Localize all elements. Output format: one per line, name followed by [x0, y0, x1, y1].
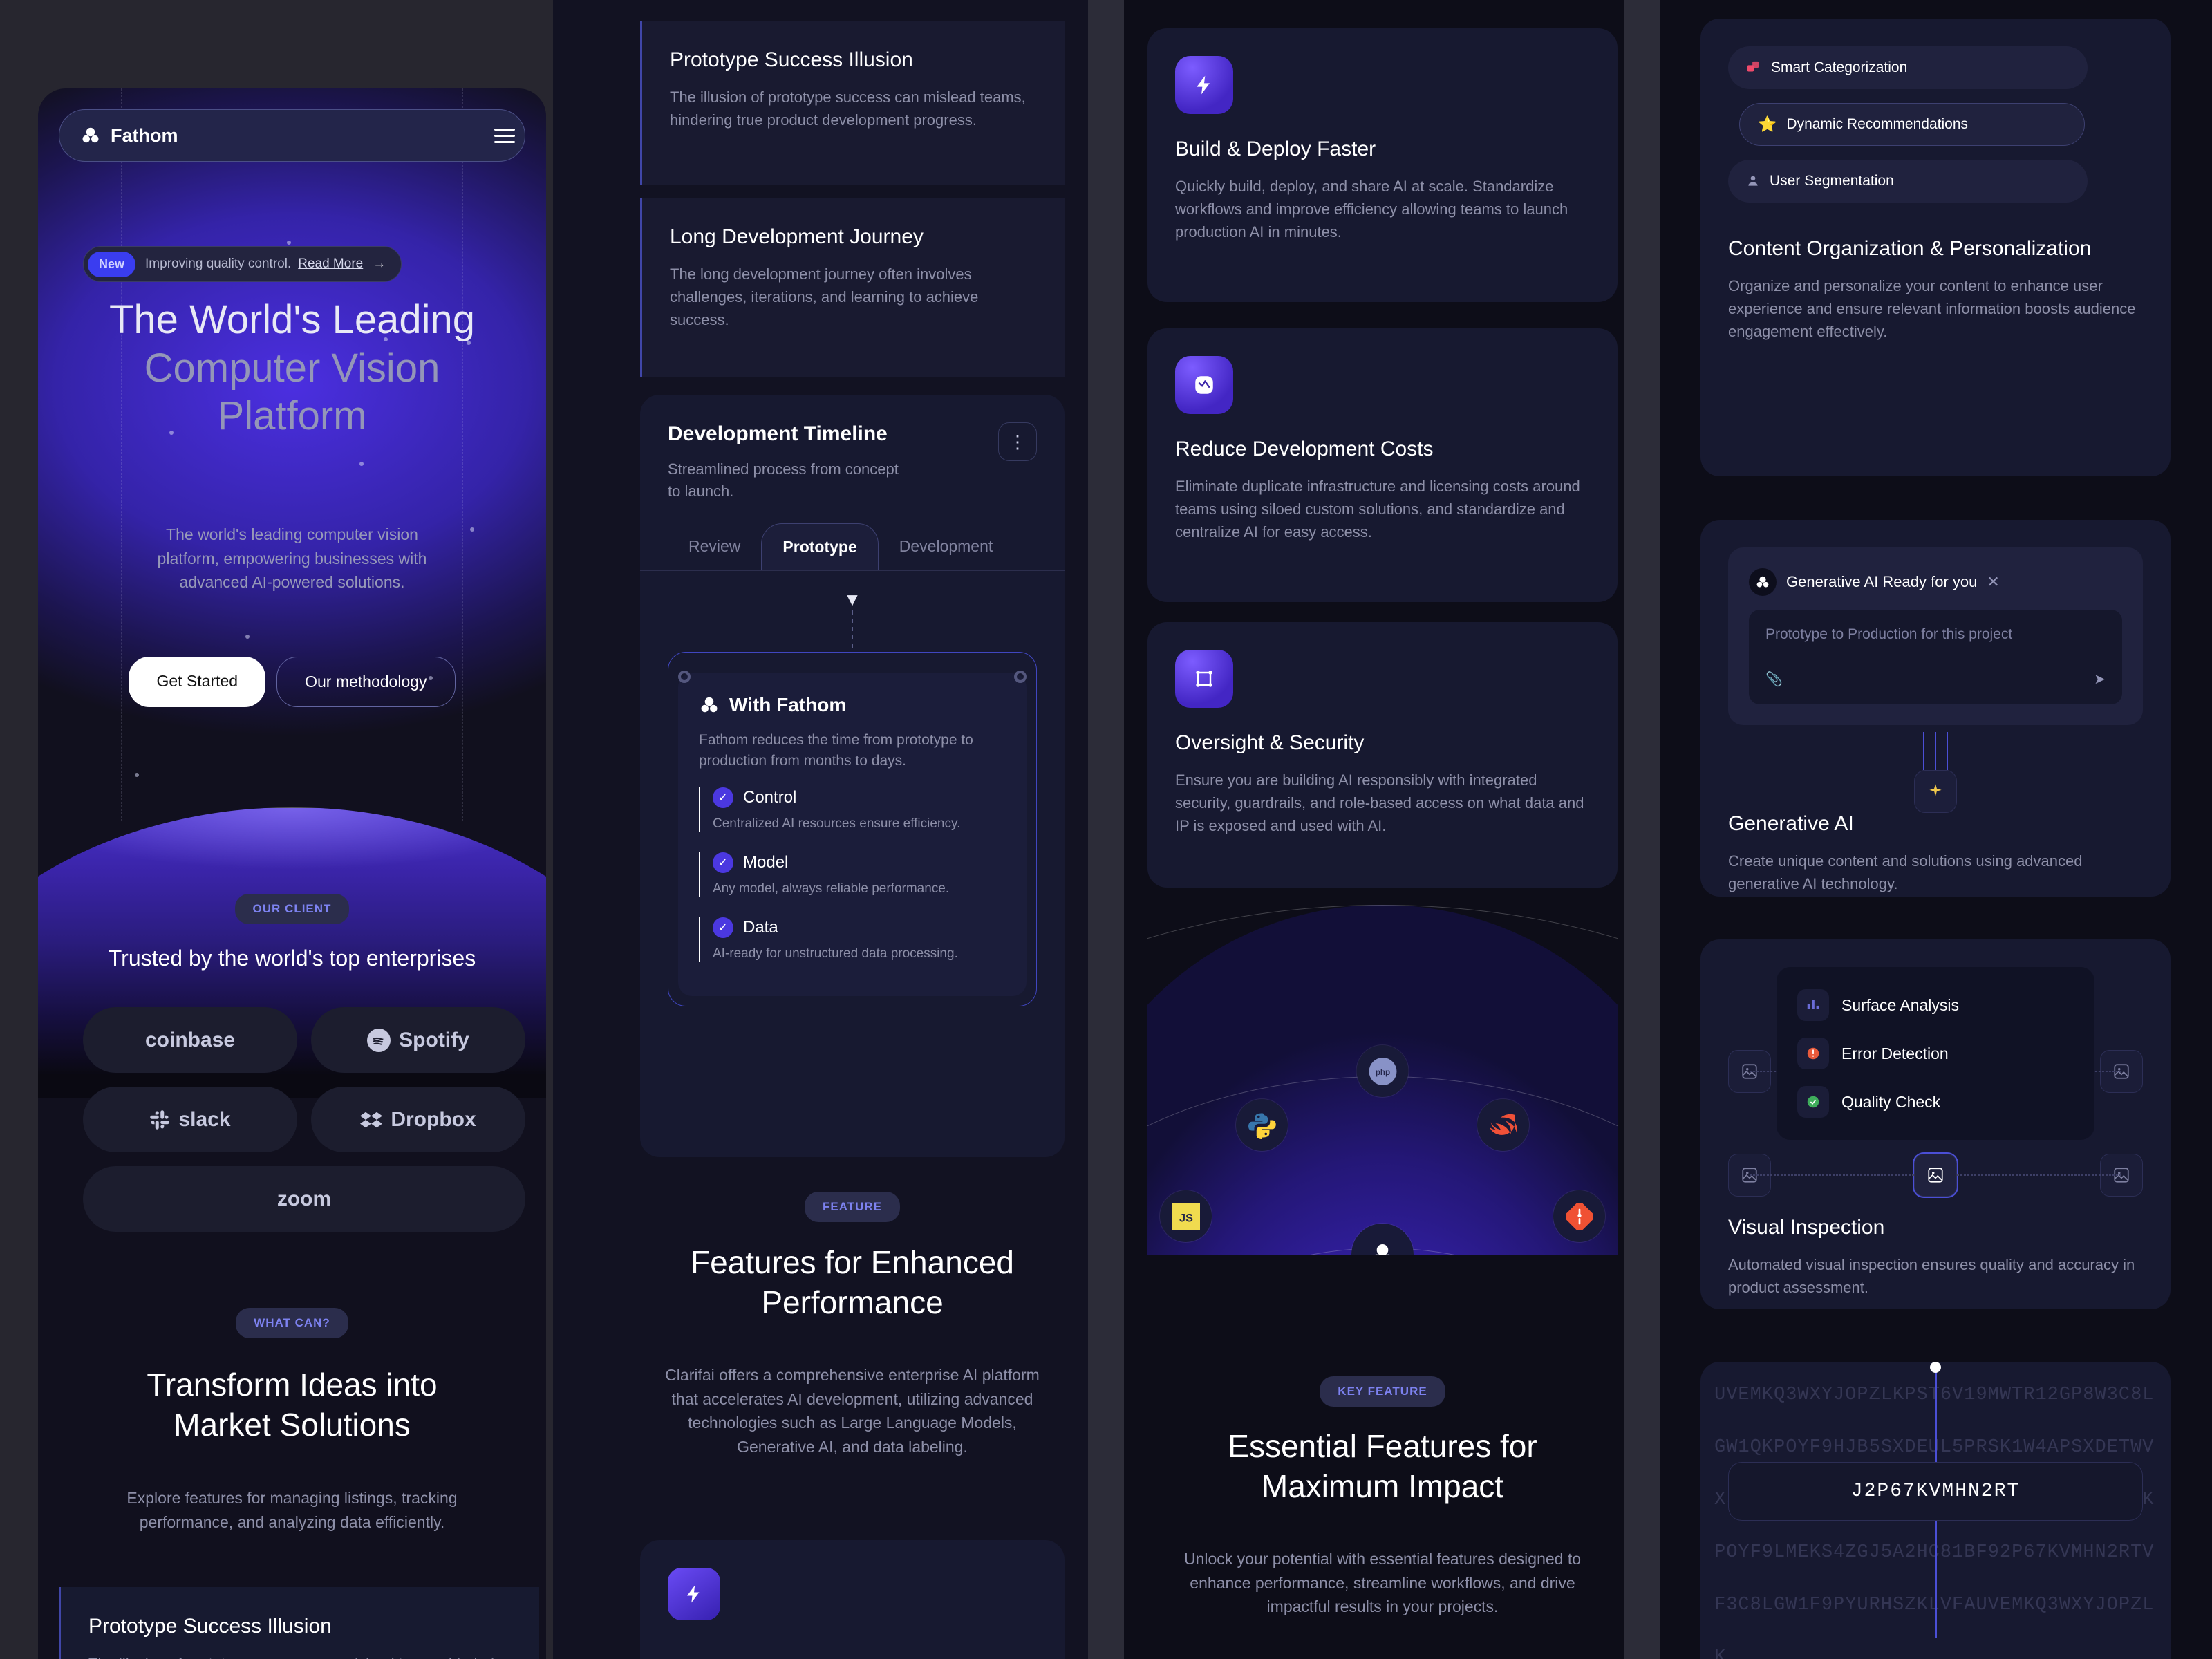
svg-text:php: php	[1375, 1068, 1389, 1077]
svg-text:JS: JS	[1179, 1212, 1193, 1224]
